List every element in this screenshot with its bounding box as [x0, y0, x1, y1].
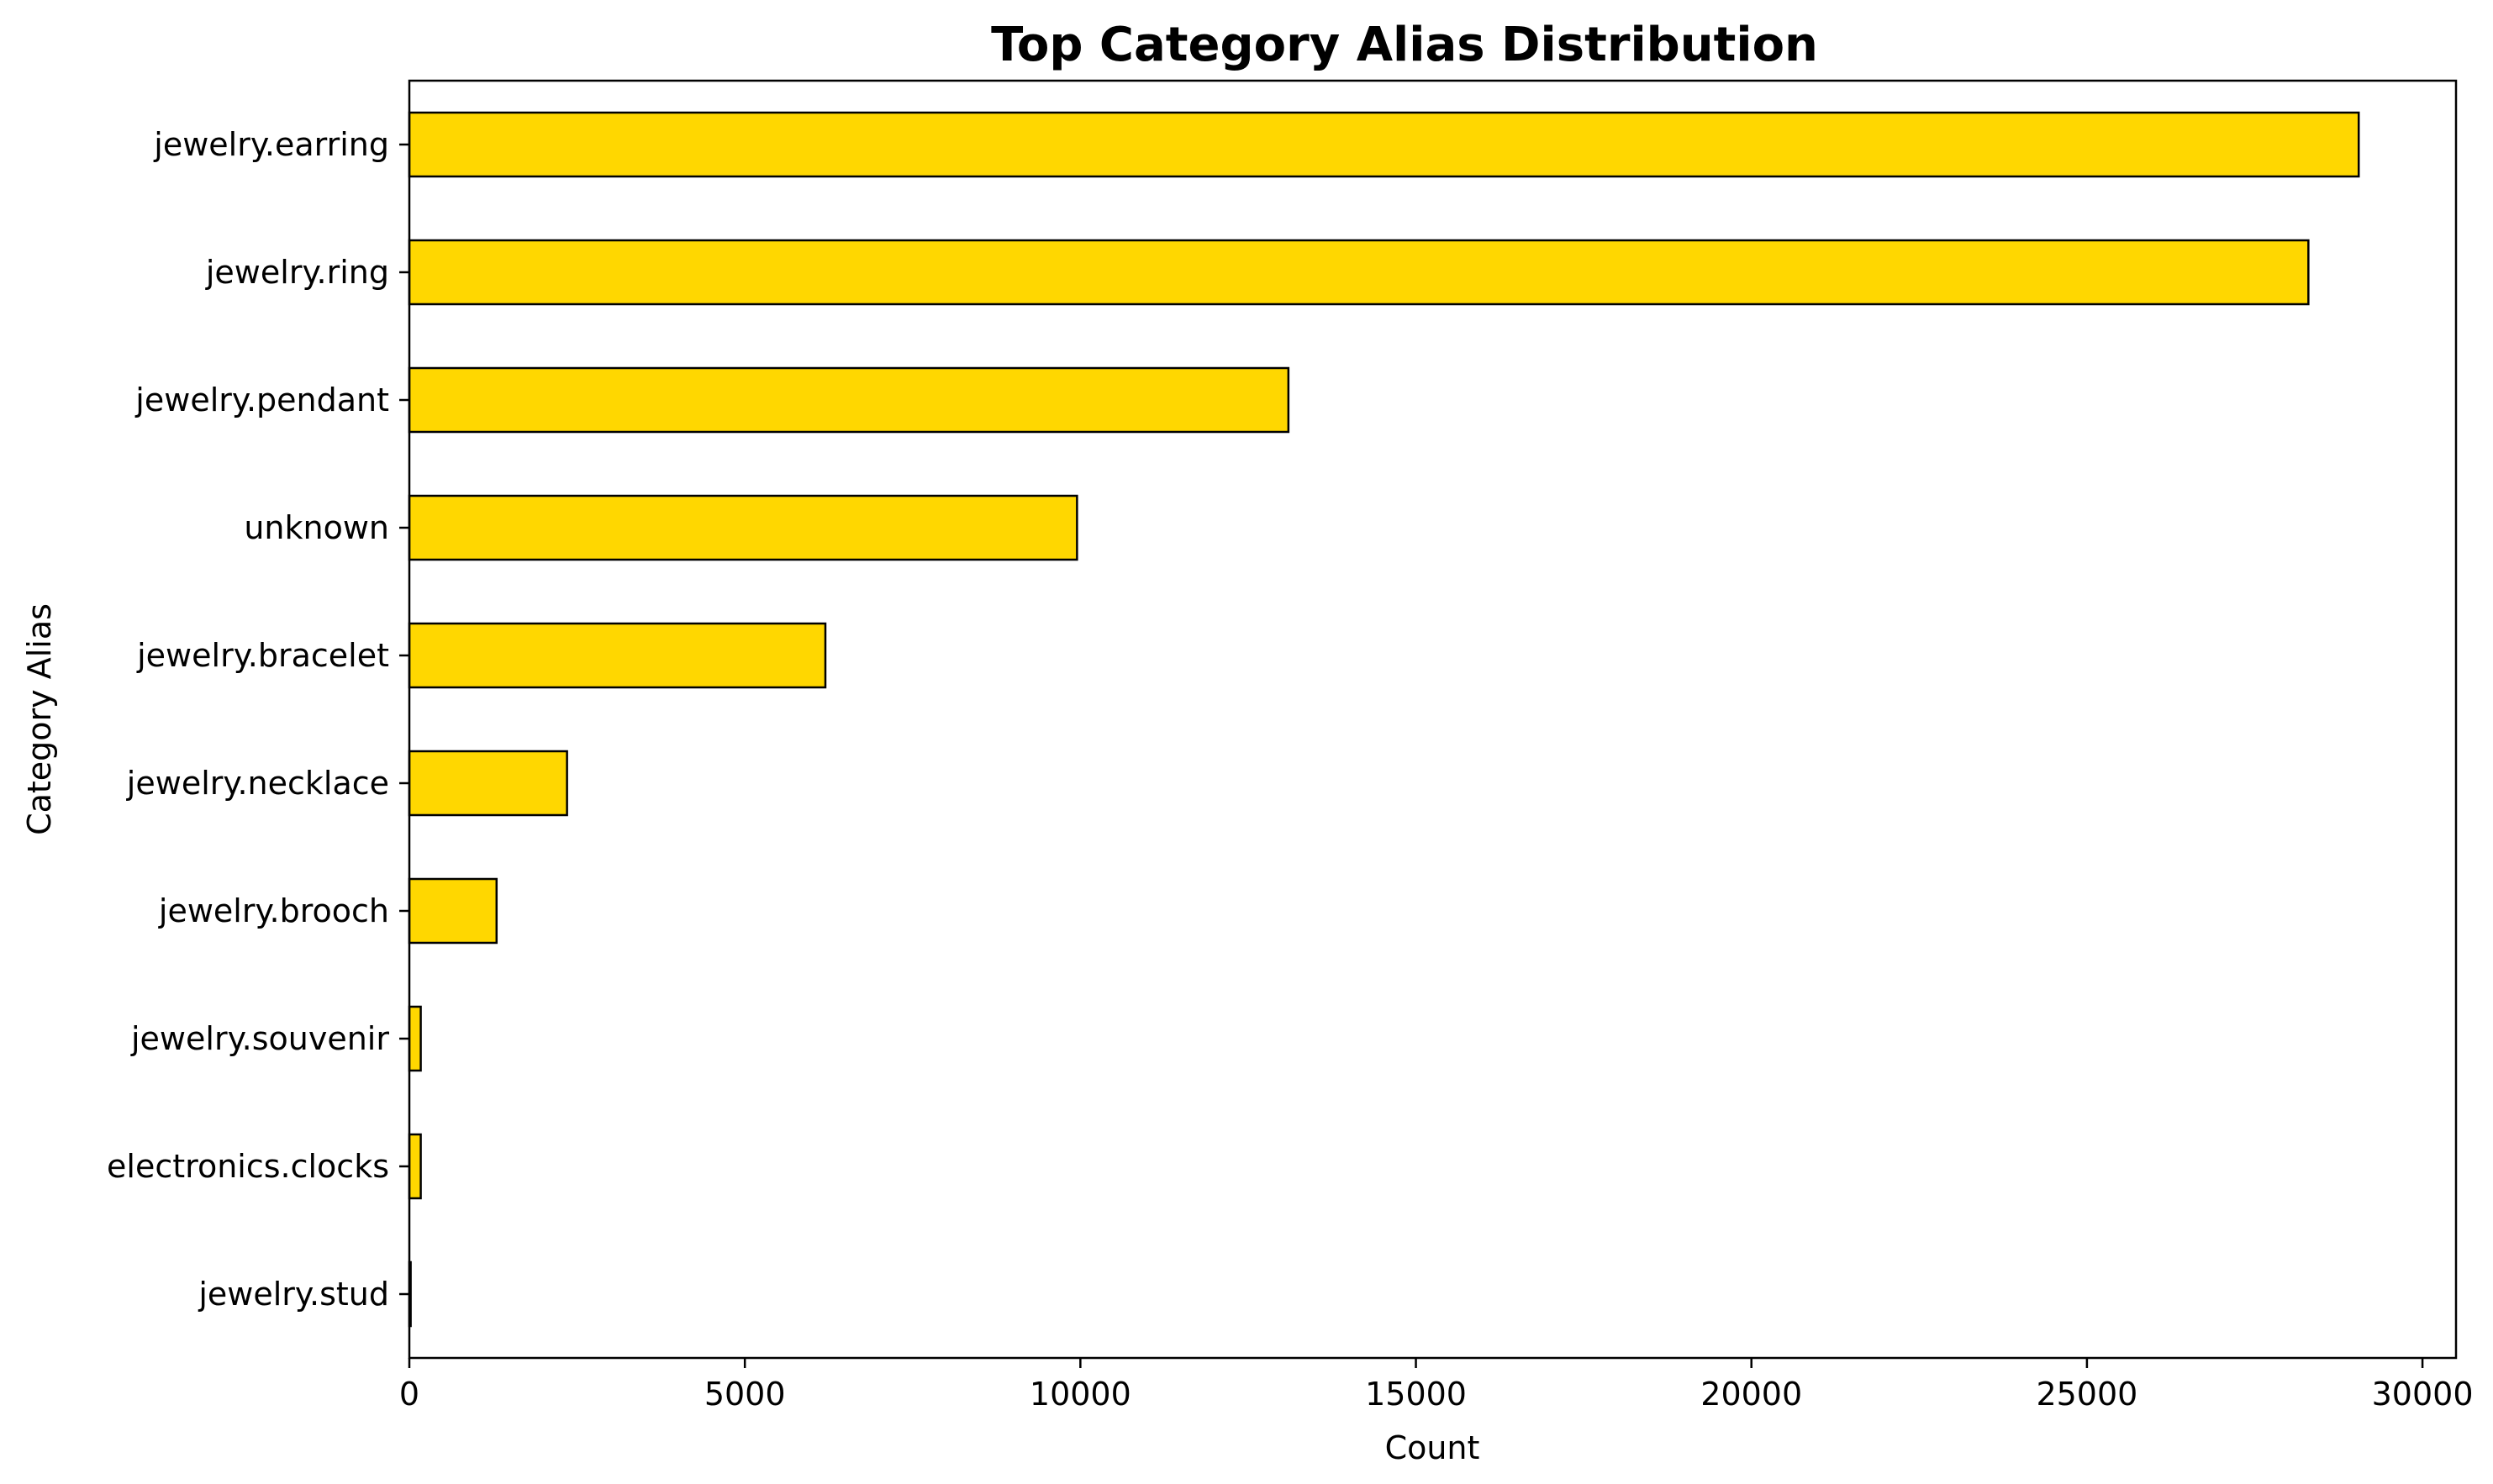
y-ticks-group: jewelry.earring jewelry.ring jewelry.penda… — [107, 126, 409, 1313]
bar-jewelry-souvenir — [408, 1005, 422, 1072]
y-tick-label: jewelry.bracelet — [136, 637, 389, 674]
y-tick-label: jewelry.pendant — [134, 382, 389, 418]
x-ticks-group: 0 5000 10000 15000 20000 25000 30000 — [399, 1358, 2474, 1413]
y-tick-label: jewelry.brooch — [158, 892, 389, 929]
x-tick-label: 20000 — [1700, 1376, 1802, 1413]
y-tick-label: jewelry.souvenir — [130, 1020, 389, 1057]
x-tick-label: 25000 — [2036, 1376, 2137, 1413]
y-tick-label: unknown — [244, 509, 389, 546]
x-tick-label: 30000 — [2372, 1376, 2474, 1413]
bar-jewelry-necklace — [408, 750, 568, 817]
y-tick-label: jewelry.necklace — [126, 765, 389, 802]
x-tick-label: 10000 — [1030, 1376, 1131, 1413]
bar-unknown — [408, 494, 1078, 561]
chart-title: Top Category Alias Distribution — [991, 18, 1818, 72]
bar-jewelry-bracelet — [408, 622, 827, 689]
bar-jewelry-pendant — [408, 366, 1290, 434]
x-tick-label: 15000 — [1365, 1376, 1467, 1413]
plot-frame — [408, 79, 2458, 1360]
y-tick-label: electronics.clocks — [107, 1148, 389, 1185]
bar-jewelry-ring — [408, 239, 2310, 306]
y-tick-label: jewelry.stud — [198, 1276, 389, 1313]
bar-jewelry-brooch — [408, 877, 498, 945]
x-axis-label: Count — [1385, 1429, 1480, 1466]
y-axis-label: Category Alias — [21, 603, 58, 835]
bar-electronics-clocks — [408, 1133, 422, 1200]
x-tick-label: 0 — [399, 1376, 419, 1413]
bar-jewelry-earring — [408, 111, 2360, 178]
y-tick-label: jewelry.earring — [153, 126, 389, 163]
bars-group — [408, 111, 2360, 1328]
x-tick-label: 5000 — [704, 1376, 786, 1413]
y-tick-label: jewelry.ring — [205, 254, 389, 291]
